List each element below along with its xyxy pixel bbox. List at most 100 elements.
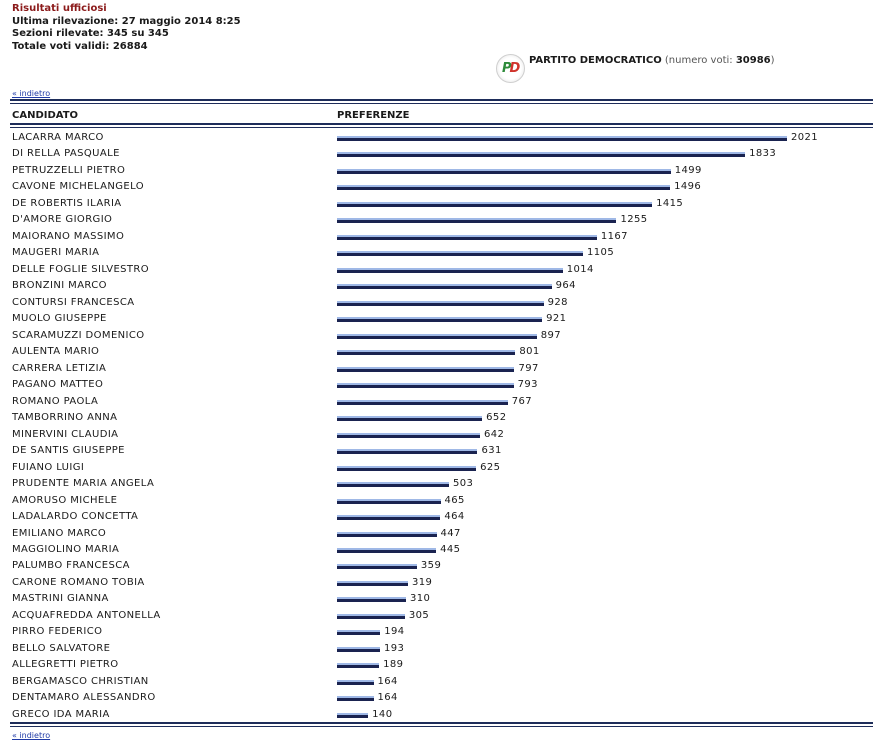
back-link-top[interactable]: « indietro <box>12 89 51 98</box>
preference-bar <box>337 284 552 290</box>
preference-value: 631 <box>481 445 502 457</box>
preference-bar <box>337 300 544 306</box>
results-header: Risultati ufficiosi Ultima rilevazione: … <box>12 3 241 53</box>
preference-value: 447 <box>440 527 461 539</box>
candidate-name: MAUGERI MARIA <box>12 247 100 259</box>
candidate-name: PALUMBO FRANCESCA <box>12 560 130 572</box>
candidate-name: CAVONE MICHELANGELO <box>12 181 144 193</box>
preference-value: 503 <box>452 478 474 490</box>
party-logo-mark: PD <box>502 61 520 76</box>
candidate-name: BRONZINI MARCO <box>12 280 107 292</box>
preference-value: 1014 <box>566 263 594 275</box>
preference-bar <box>337 679 374 685</box>
candidate-row: MAGGIOLINO MARIA 445 <box>0 544 873 560</box>
candidate-name: DE SANTIS GIUSEPPE <box>12 445 125 457</box>
preference-value: 465 <box>444 494 465 506</box>
candidate-row: CAVONE MICHELANGELO 1496 <box>0 181 873 197</box>
candidate-row: GRECO IDA MARIA 140 <box>0 709 873 725</box>
preference-value: 625 <box>480 461 501 473</box>
candidate-name: MUOLO GIUSEPPE <box>12 313 107 325</box>
preference-bar <box>337 201 653 207</box>
preference-bar <box>337 663 380 669</box>
candidate-name: CARRERA LETIZIA <box>12 362 107 374</box>
preference-value: 310 <box>410 593 431 605</box>
preference-bar <box>337 696 374 702</box>
candidate-name: PETRUZZELLI PIETRO <box>12 164 126 176</box>
candidate-name: DELLE FOGLIE SILVESTRO <box>12 263 150 275</box>
preference-bar <box>337 185 671 191</box>
preference-bar <box>337 449 478 455</box>
preference-value: 928 <box>547 296 568 308</box>
preference-bar <box>337 712 369 718</box>
candidate-row: DE ROBERTIS ILARIA 1415 <box>0 198 873 214</box>
preference-value: 642 <box>483 428 505 440</box>
column-header-preferences: PREFERENZE <box>337 110 410 121</box>
preference-bar <box>337 399 508 405</box>
candidate-name: ALLEGRETTI PIETRO <box>12 659 119 671</box>
candidate-row: DI RELLA PASQUALE 1833 <box>0 148 873 164</box>
party-summary: PARTITO DEMOCRATICO (numero voti: 30986) <box>529 55 775 66</box>
preference-value: 164 <box>377 692 398 704</box>
preference-bar <box>337 333 537 339</box>
candidate-name: MINERVINI CLAUDIA <box>12 428 119 440</box>
candidate-row: PIRRO FEDERICO 194 <box>0 626 873 642</box>
candidate-name: LADALARDO CONCETTA <box>12 511 139 523</box>
candidate-row: CONTURSI FRANCESCA 928 <box>0 297 873 313</box>
preference-bar <box>337 597 407 603</box>
preference-bar <box>337 432 480 438</box>
party-votes: 30986 <box>735 55 771 66</box>
preference-bar <box>337 548 437 553</box>
party-name: PARTITO DEMOCRATICO <box>529 55 662 66</box>
preference-value: 305 <box>408 609 430 621</box>
header-rule-top <box>10 99 873 104</box>
preference-bar <box>337 564 417 570</box>
preference-bar <box>337 168 671 174</box>
candidate-row: AULENTA MARIO 801 <box>0 346 873 362</box>
preference-bar <box>337 383 514 389</box>
candidate-row: ALLEGRETTI PIETRO 189 <box>0 659 873 675</box>
preference-bar <box>337 136 787 141</box>
candidate-row: SCARAMUZZI DOMENICO 897 <box>0 330 873 346</box>
candidate-name: EMILIANO MARCO <box>12 527 107 539</box>
preference-value: 359 <box>420 560 442 572</box>
preference-bar <box>337 317 543 323</box>
preference-value: 1105 <box>587 247 615 259</box>
preference-value: 921 <box>546 313 567 325</box>
preference-bar <box>337 531 437 537</box>
candidate-row: CARRERA LETIZIA 797 <box>0 363 873 379</box>
preference-bar <box>337 366 515 372</box>
footer-rule <box>10 722 873 727</box>
column-header-candidate: CANDIDATO <box>12 110 79 121</box>
back-link-bottom[interactable]: « indietro <box>12 731 51 740</box>
sections-counted: Sezioni rilevate: 345 su 345 <box>12 28 169 39</box>
candidate-row: DENTAMARO ALESSANDRO 164 <box>0 692 873 708</box>
preference-bar <box>337 630 381 636</box>
preference-bar <box>337 234 597 240</box>
party-logo: PD <box>496 54 525 83</box>
candidate-name: CARONE ROMANO TOBIA <box>12 576 145 588</box>
candidate-row: AMORUSO MICHELE 465 <box>0 495 873 511</box>
candidate-name: AULENTA MARIO <box>12 346 100 358</box>
candidate-name: SCARAMUZZI DOMENICO <box>12 329 145 341</box>
candidate-name: BERGAMASCO CHRISTIAN <box>12 675 149 687</box>
candidate-row: MASTRINI GIANNA 310 <box>0 593 873 609</box>
candidate-name: PRUDENTE MARIA ANGELA <box>12 478 155 490</box>
candidate-name: MASTRINI GIANNA <box>12 593 109 605</box>
candidate-name: PIRRO FEDERICO <box>12 626 103 638</box>
preference-bar <box>337 416 483 422</box>
preference-bar <box>337 350 516 356</box>
header-rule-bottom <box>10 123 873 128</box>
preference-value: 319 <box>412 576 433 588</box>
candidate-name: MAIORANO MASSIMO <box>12 230 125 242</box>
preference-value: 140 <box>372 708 393 720</box>
preference-value: 797 <box>518 362 539 374</box>
preference-bar <box>337 152 746 158</box>
candidate-name: DENTAMARO ALESSANDRO <box>12 692 156 704</box>
candidate-name: AMORUSO MICHELE <box>12 494 118 506</box>
preference-value: 964 <box>555 280 576 292</box>
preference-value: 194 <box>384 626 405 638</box>
preference-value: 1833 <box>749 148 777 160</box>
candidate-name: MAGGIOLINO MARIA <box>12 544 120 555</box>
preference-bar <box>337 498 441 504</box>
preference-value: 1415 <box>656 197 684 209</box>
